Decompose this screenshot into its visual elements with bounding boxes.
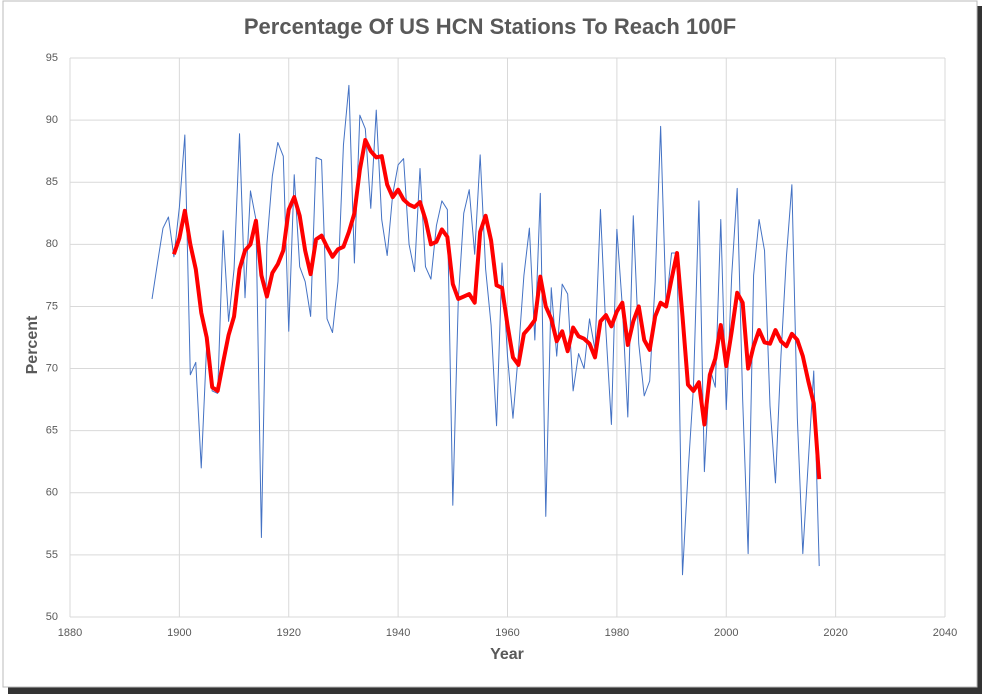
x-tick-label: 1960: [495, 627, 519, 639]
y-tick-label: 55: [46, 549, 58, 561]
x-tick-label: 1900: [167, 627, 191, 639]
x-tick-label: 2020: [823, 627, 847, 639]
x-tick-label: 1980: [605, 627, 629, 639]
y-tick-label: 75: [46, 300, 58, 312]
y-tick-label: 90: [46, 114, 58, 126]
y-tick-label: 95: [46, 52, 58, 64]
y-axis-label: Percent: [24, 315, 41, 374]
y-tick-label: 80: [46, 238, 58, 250]
x-tick-label: 1880: [58, 627, 82, 639]
x-tick-label: 2040: [933, 627, 957, 639]
x-tick-label: 2000: [714, 627, 738, 639]
y-tick-label: 60: [46, 487, 58, 499]
x-tick-label: 1920: [277, 627, 301, 639]
y-tick-label: 85: [46, 176, 58, 188]
x-tick-label: 1940: [386, 627, 410, 639]
frame: [2, 0, 978, 688]
chart-title: Percentage Of US HCN Stations To Reach 1…: [244, 14, 736, 39]
x-axis-label: Year: [490, 646, 524, 663]
y-tick-label: 50: [46, 611, 58, 623]
data-line: [172, 137, 822, 480]
y-tick-label: 65: [46, 425, 58, 437]
y-tick-label: 70: [46, 362, 58, 374]
